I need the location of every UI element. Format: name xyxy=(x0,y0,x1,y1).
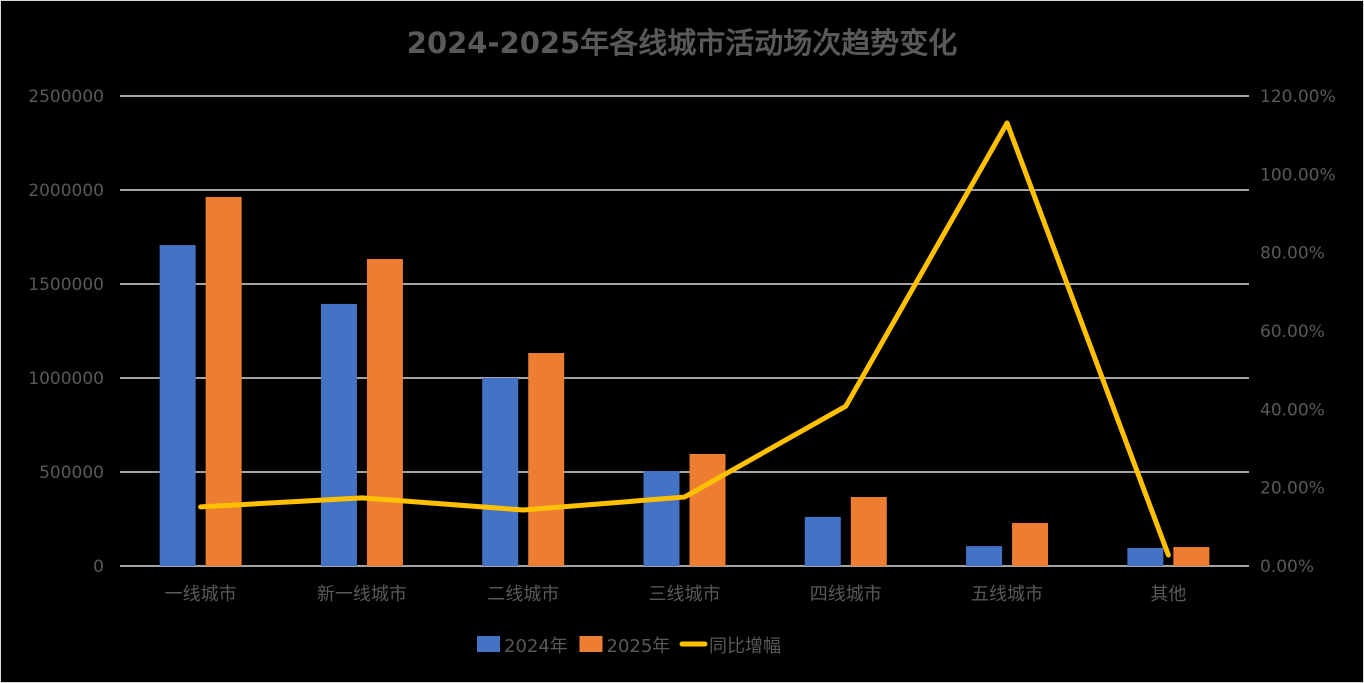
left-axis-tick: 1000000 xyxy=(28,369,104,389)
bar-2025年 xyxy=(850,497,887,566)
bar-2025年 xyxy=(366,258,403,566)
legend: 2024年 2025年 同比增幅 xyxy=(477,636,781,657)
bar-2024年 xyxy=(159,245,196,567)
bar-series xyxy=(159,196,1210,567)
gridlines xyxy=(120,95,1249,567)
bar-2025年 xyxy=(1012,522,1049,566)
right-axis-tick: 120.00% xyxy=(1260,87,1336,107)
bar-2024年 xyxy=(482,378,519,566)
bar-2025年 xyxy=(689,453,726,566)
x-axis-label: 五线城市 xyxy=(971,584,1043,605)
legend-swatch-bar xyxy=(477,636,500,652)
left-axis-tick: 0 xyxy=(93,557,104,577)
left-axis-tick: 2500000 xyxy=(28,87,104,107)
yoy-line xyxy=(198,120,1171,558)
bar-2024年 xyxy=(1127,547,1164,566)
bar-2024年 xyxy=(966,546,1003,566)
line-series-yoy xyxy=(198,120,1171,558)
bar-2024年 xyxy=(804,516,841,566)
left-axis-tick: 500000 xyxy=(39,463,104,483)
x-axis-label: 新一线城市 xyxy=(317,584,407,605)
right-axis-tick: 0.00% xyxy=(1260,557,1314,577)
right-axis-tick: 40.00% xyxy=(1260,400,1325,420)
bar-2025年 xyxy=(1173,547,1210,566)
legend-label: 2024年 xyxy=(504,636,568,657)
x-axis-label: 三线城市 xyxy=(649,584,721,605)
x-axis-label: 二线城市 xyxy=(487,584,559,605)
chart-title: 2024-2025年各线城市活动场次趋势变化 xyxy=(406,26,958,60)
bar-2024年 xyxy=(643,471,680,566)
legend-swatch-bar xyxy=(579,636,603,652)
right-axis-tick: 80.00% xyxy=(1260,244,1325,264)
x-axis-label: 一线城市 xyxy=(165,584,237,605)
x-axis-label: 四线城市 xyxy=(810,584,882,605)
x-axis-labels: 一线城市 新一线城市 二线城市 三线城市 四线城市 五线城市 其他 xyxy=(165,584,1187,605)
right-axis-tick: 60.00% xyxy=(1260,322,1325,342)
left-axis-tick: 2000000 xyxy=(28,181,104,201)
right-axis-tick: 20.00% xyxy=(1260,479,1325,499)
bar-2025年 xyxy=(205,196,242,566)
bar-2025年 xyxy=(528,352,565,566)
bar-2024年 xyxy=(320,303,357,566)
right-axis-tick: 100.00% xyxy=(1260,165,1336,185)
right-y-axis: 0.00% 20.00% 40.00% 60.00% 80.00% 100.00% 120.… xyxy=(1260,87,1336,577)
left-y-axis: 0 500000 1000000 1500000 2000000 2500000 xyxy=(28,87,104,577)
legend-label: 同比增幅 xyxy=(709,636,781,657)
left-axis-tick: 1500000 xyxy=(28,275,104,295)
legend-label: 2025年 xyxy=(607,636,671,657)
x-axis-label: 其他 xyxy=(1150,584,1186,605)
